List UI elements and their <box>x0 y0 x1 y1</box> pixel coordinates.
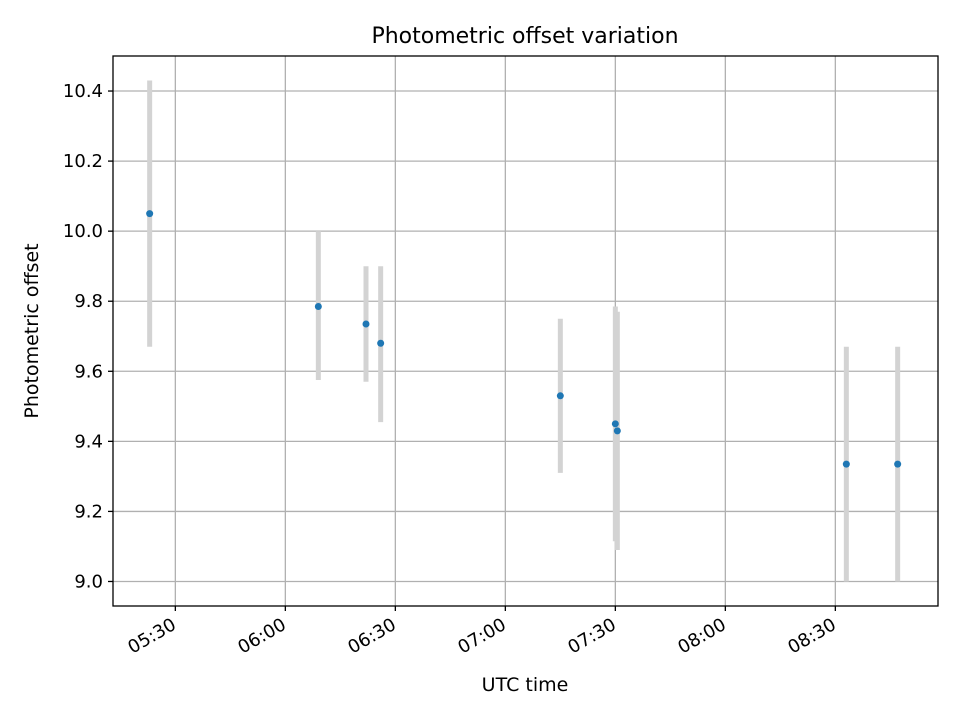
x-axis-label: UTC time <box>482 674 569 696</box>
data-point <box>613 427 621 435</box>
data-point <box>894 460 902 468</box>
data-point <box>611 420 619 428</box>
data-point <box>842 460 850 468</box>
y-tick-label: 10.2 <box>63 151 103 172</box>
plot-frame <box>112 55 939 607</box>
y-axis-ticks: 9.0 9.2 9.4 9.6 9.8 10.0 10.2 10.4 <box>63 81 113 592</box>
y-tick-label: 9.0 <box>74 571 103 592</box>
y-tick-label: 9.6 <box>74 361 103 382</box>
chart-title: Photometric offset variation <box>371 24 678 49</box>
data-point <box>377 339 385 347</box>
y-tick-label: 10.4 <box>63 81 103 102</box>
y-tick-label: 9.2 <box>74 501 103 522</box>
y-axis-label: Photometric offset <box>21 243 43 418</box>
data-point <box>556 392 564 400</box>
data-point <box>362 320 370 328</box>
data-point <box>314 302 322 310</box>
y-tick-label: 10.0 <box>63 221 103 242</box>
data-point <box>146 210 154 218</box>
data-points <box>146 210 902 468</box>
y-tick-label: 9.4 <box>74 431 103 452</box>
y-tick-label: 9.8 <box>74 291 103 312</box>
